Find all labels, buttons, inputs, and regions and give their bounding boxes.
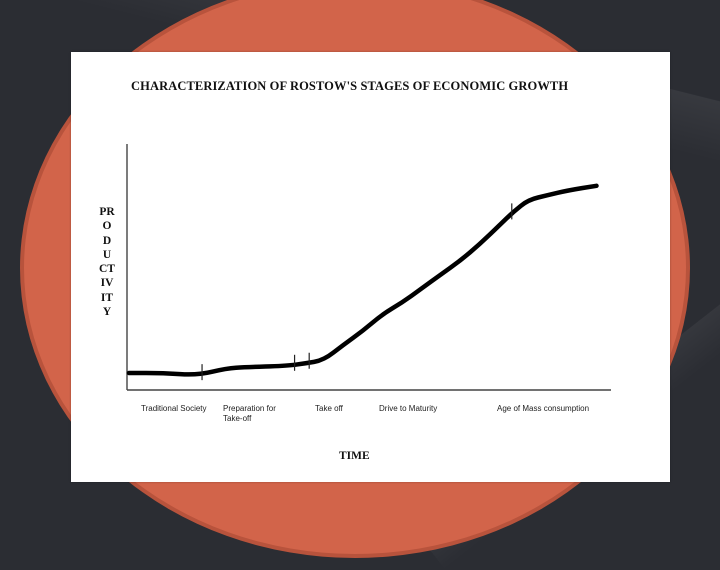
chart-title: CHARACTERIZATION OF ROSTOW'S STAGES OF E… [131,79,569,93]
stage-label: Traditional Society [141,404,207,413]
x-axis-label: TIME [339,450,370,462]
chart-paper: CHARACTERIZATION OF ROSTOW'S STAGES OF E… [71,52,670,482]
growth-curve [126,183,599,377]
stage-label: Drive to Maturity [379,404,438,413]
plot-area [126,144,611,391]
stage-label: Preparation for Take-off [223,404,276,423]
stage-label: Age of Mass consumption [497,404,590,413]
y-axis-label: PRODUCTIVITY [99,206,115,319]
stage-tick-marks [201,203,513,381]
stage-label: Take off [315,404,343,413]
